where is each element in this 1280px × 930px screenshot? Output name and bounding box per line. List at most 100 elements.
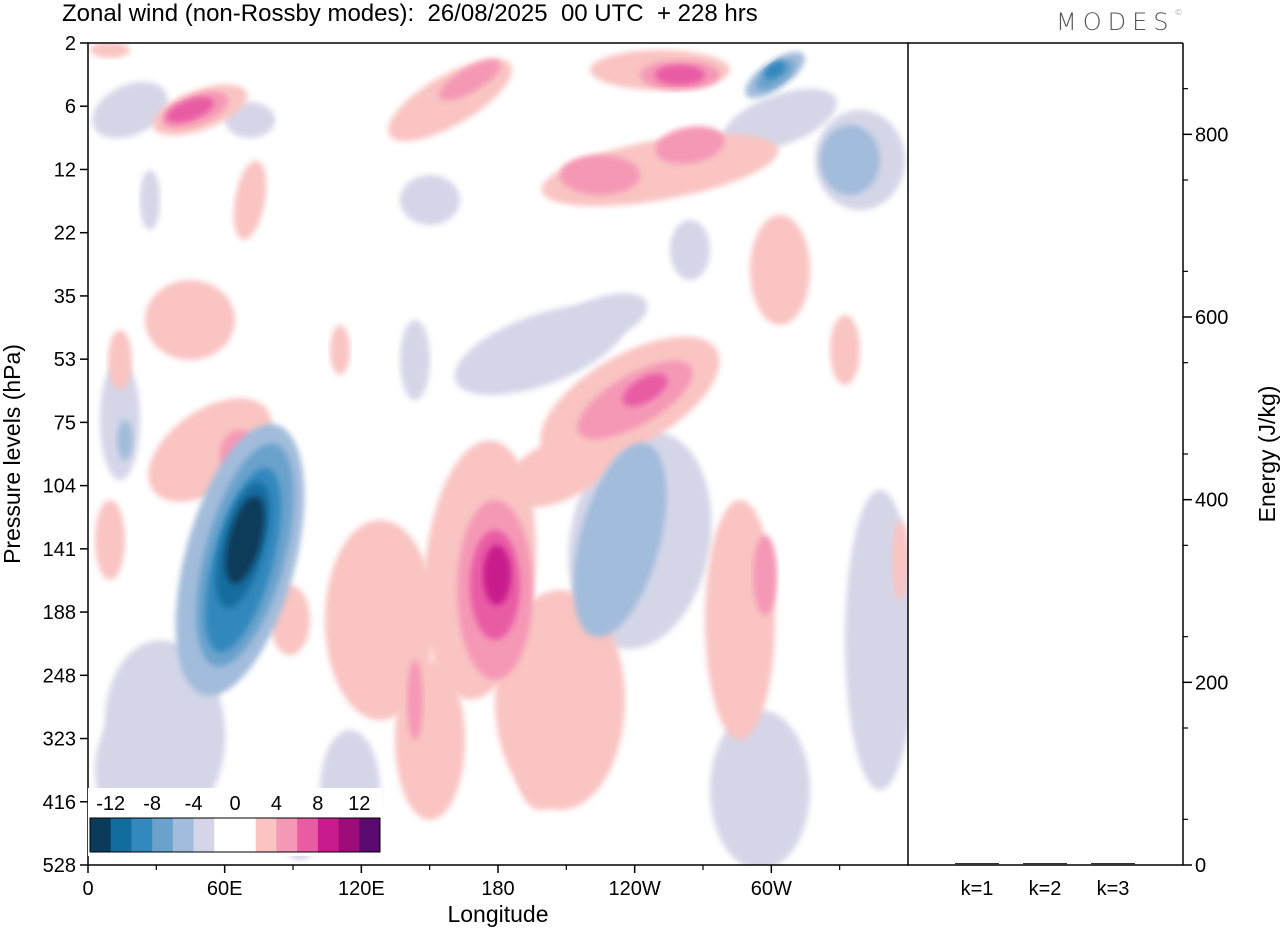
energy-bar — [1091, 863, 1135, 865]
energy-tick-label: 800 — [1195, 124, 1228, 146]
colorbar-swatch — [235, 818, 257, 852]
heatmap-field — [90, 43, 908, 865]
colorbar-swatch — [255, 818, 277, 852]
wind-anomaly-contour — [140, 170, 160, 230]
y-tick-label: 323 — [43, 729, 76, 751]
wind-anomaly-contour — [722, 88, 838, 152]
colorbar-swatch — [110, 818, 132, 852]
wind-anomaly-contour — [225, 496, 265, 584]
wind-anomaly-contour — [753, 535, 777, 615]
logo-mark: © — [1174, 8, 1183, 17]
wind-anomaly-contour — [95, 500, 125, 580]
wind-anomaly-contour — [552, 293, 648, 347]
x-tick-label: 60E — [207, 878, 243, 900]
energy-bar — [955, 863, 999, 865]
y-tick-label: 2 — [65, 33, 76, 55]
energy-axis-title: Energy (J/kg) — [1254, 386, 1280, 523]
energy-tick-label: 400 — [1195, 490, 1228, 512]
modes-logo: MODES© — [1056, 8, 1182, 36]
y-tick-label: 248 — [43, 665, 76, 687]
y-tick-label: 12 — [54, 159, 76, 181]
colorbar-label: 12 — [348, 793, 370, 815]
colorbar-swatch — [317, 818, 340, 852]
colorbar: -12 -8 -4 0 4 8 12 — [88, 788, 382, 856]
wind-anomaly-contour — [622, 373, 668, 407]
colorbar-swatch — [297, 818, 319, 852]
bar-category-label: k=2 — [1029, 878, 1062, 900]
colorbar-swatch — [131, 818, 153, 852]
y-tick-label: 104 — [43, 476, 76, 498]
wind-anomaly-contour — [395, 660, 465, 820]
colorbar-swatch — [276, 818, 298, 852]
x-tick-label: 0 — [82, 878, 93, 900]
wind-anomaly-contour — [764, 61, 786, 79]
colorbar-label: 0 — [229, 793, 240, 815]
modes-logo-text: MODES — [1056, 8, 1175, 36]
y-axis-title: Pressure levels (hPa) — [0, 344, 25, 564]
x-tick-label: 60W — [751, 878, 792, 900]
wind-anomaly-contour — [655, 65, 705, 85]
colorbar-swatch — [214, 818, 236, 852]
wind-anomaly-contour — [400, 175, 460, 225]
colorbar-label: 8 — [312, 793, 323, 815]
wind-anomaly-contour — [515, 710, 565, 810]
wind-anomaly-contour — [108, 330, 132, 390]
colorbar-label: 4 — [271, 793, 282, 815]
colorbar-swatch — [193, 818, 215, 852]
energy-bars: 0 200 400 600 800 Energy (J/kg) k=1 k=2 k=3 — [955, 88, 1280, 900]
x-tick-label: 120E — [338, 878, 385, 900]
energy-tick-label: 0 — [1195, 855, 1206, 877]
energy-bar — [1023, 863, 1067, 865]
wind-anomaly-contour — [710, 710, 810, 865]
wind-anomaly-contour — [670, 220, 710, 280]
wind-anomaly-contour — [892, 520, 908, 600]
colorbar-swatch — [90, 818, 112, 852]
wind-anomaly-contour — [820, 125, 880, 195]
wind-anomaly-contour — [573, 442, 667, 638]
wind-anomaly-contour — [233, 160, 267, 240]
y-tick-label: 22 — [54, 223, 76, 245]
y-tick-label: 35 — [54, 286, 76, 308]
colorbar-swatch — [172, 818, 195, 852]
wind-anomaly-contour — [117, 420, 133, 460]
y-tick-label: 188 — [43, 602, 76, 624]
y-tick-label: 6 — [65, 96, 76, 118]
wind-anomaly-contour — [483, 545, 511, 605]
bar-category-label: k=1 — [961, 878, 994, 900]
colorbar-swatch — [338, 818, 360, 852]
wind-anomaly-contour — [325, 520, 435, 720]
wind-anomaly-contour — [655, 126, 725, 164]
chart-title: Zonal wind (non-Rossby modes): 26/08/202… — [62, 0, 758, 27]
x-tick-label: 120W — [609, 878, 661, 900]
wind-anomaly-contour — [750, 215, 810, 325]
x-axis-title: Longitude — [447, 901, 548, 927]
y-tick-label: 141 — [43, 539, 76, 561]
colorbar-label: -12 — [96, 793, 125, 815]
colorbar-frame — [89, 817, 381, 853]
colorbar-swatch — [152, 818, 174, 852]
y-tick-label: 53 — [54, 349, 76, 371]
wind-anomaly-contour — [92, 81, 168, 139]
wind-anomaly-contour — [830, 315, 860, 385]
y-tick-label: 528 — [43, 855, 76, 877]
colorbar-swatch — [359, 818, 381, 852]
wind-anomaly-contour — [439, 59, 501, 101]
wind-anomaly-contour — [407, 660, 423, 740]
x-tick-label: 180 — [481, 878, 514, 900]
wind-anomaly-contour — [90, 43, 130, 58]
wind-anomaly-contour — [166, 97, 214, 123]
y-tick-label: 416 — [43, 792, 76, 814]
y-tick-label: 75 — [54, 412, 76, 434]
wind-anomaly-contour — [504, 432, 616, 508]
colorbar-label: -8 — [143, 793, 161, 815]
colorbar-label: -4 — [185, 793, 203, 815]
wind-anomaly-contour — [560, 155, 640, 195]
bar-category-label: k=3 — [1097, 878, 1130, 900]
wind-anomaly-contour — [330, 325, 350, 375]
energy-tick-label: 600 — [1195, 307, 1228, 329]
energy-tick-label: 200 — [1195, 672, 1228, 694]
wind-anomaly-contour — [145, 280, 235, 360]
wind-anomaly-contour — [400, 320, 430, 400]
